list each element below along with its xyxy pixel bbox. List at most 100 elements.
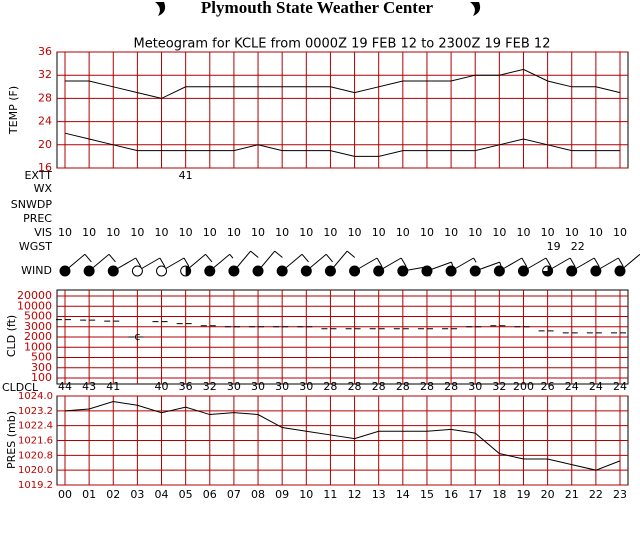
wind-barb [617,257,624,267]
y-tick-label: 500 [31,351,52,364]
x-tick-label: 13 [372,488,386,501]
vis-value: 10 [565,226,579,239]
wind-barb [521,257,528,267]
y-axis-label: PRES (mb) [5,411,18,469]
y-tick-label: 28 [38,91,52,104]
row-label: WGST [19,240,52,253]
y-tick-label: 20 [38,138,52,151]
station-circle [131,265,143,277]
sky-cover [60,266,70,276]
sky-cover [108,266,119,276]
vis-value: 10 [492,226,506,239]
cldcl-value: 44 [58,380,72,393]
vis-value: 10 [179,226,193,239]
sky-cover [566,266,577,276]
extt-value: 41 [179,169,193,182]
vis-value: 10 [372,226,386,239]
row-label: WIND [21,264,52,277]
vis-value: 10 [251,226,265,239]
wind-barb [325,253,334,263]
cldcl-value: 32 [203,380,217,393]
x-tick-label: 05 [179,488,193,501]
y-tick-label: 1021.6 [18,436,53,447]
y-tick-label: 300 [31,361,52,374]
row-label: WX [34,182,53,195]
vis-value: 10 [396,226,410,239]
vis-value: 10 [468,226,482,239]
sky-cover [397,266,408,276]
x-tick-label: 00 [58,488,72,501]
wind-barb [593,257,600,267]
y-tick-label: 5000 [24,310,52,323]
y-tick-label: 100 [31,371,52,384]
vis-value: 10 [323,226,337,239]
y-axis-label: CLD (ft) [5,315,18,357]
y-tick-label: 10000 [17,299,52,312]
x-tick-label: 03 [130,488,144,501]
vis-value: 10 [348,226,362,239]
sky-cover [204,266,215,276]
wind-barb [135,257,142,267]
vis-value: 10 [299,226,313,239]
cldcl-value: 30 [227,380,241,393]
x-tick-label: 19 [516,488,530,501]
cldcl-value: 28 [444,380,458,393]
x-tick-label: 16 [444,488,458,501]
cldcl-value: 24 [565,380,579,393]
sky-cover [470,266,481,276]
wind-barb [569,257,576,267]
x-tick-label: 15 [420,488,434,501]
sky-cover [84,266,95,276]
data-line [64,401,621,471]
cldcl-value: 200 [513,380,534,393]
x-tick-label: 02 [106,488,120,501]
x-tick-label: 01 [82,488,96,501]
cldcl-value: 28 [420,380,434,393]
x-tick-label: 14 [396,488,410,501]
wind-barb [84,253,92,263]
sky-cover [518,266,529,276]
sky-cover [373,266,384,276]
x-tick-label: 09 [275,488,289,501]
x-tick-label: 04 [155,488,169,501]
wind-barb [274,250,283,258]
row-label: VIS [34,226,52,239]
y-tick-label: 36 [38,45,52,58]
vis-value: 10 [541,226,555,239]
cldcl-value: 43 [82,380,96,393]
vis-value: 10 [130,226,144,239]
storm-icon [155,2,166,16]
wind-barb [376,257,383,267]
x-tick-label: 06 [203,488,217,501]
wind-barb [205,253,213,263]
wind-barb [108,253,116,263]
sky-cover [277,266,288,276]
vis-value: 10 [589,226,603,239]
cloud-mark: c [134,330,140,343]
cldcl-value: 30 [251,380,265,393]
cldcl-value: 36 [179,380,193,393]
storm-icon [470,2,481,16]
y-axis-label: TEMP (F) [7,86,20,135]
vis-value: 10 [444,226,458,239]
data-line [64,132,620,157]
vis-value: 10 [613,226,627,239]
vis-value: 10 [58,226,72,239]
wind-barb [183,257,190,267]
wgst-value: 22 [571,240,585,253]
cldcl-value: 32 [492,380,506,393]
wind-barb [159,257,166,267]
wind-barb [229,253,234,259]
wind-barb [400,257,407,267]
sky-cover [446,266,457,276]
sky-cover [185,266,191,276]
cldcl-value: 30 [299,380,313,393]
x-tick-label: 10 [299,488,313,501]
y-tick-label: 1000 [24,340,52,353]
x-tick-label: 07 [227,488,241,501]
cldcl-value: 30 [275,380,289,393]
wind-barb [346,250,356,258]
x-tick-label: 21 [565,488,579,501]
cldcl-value: 28 [348,380,362,393]
